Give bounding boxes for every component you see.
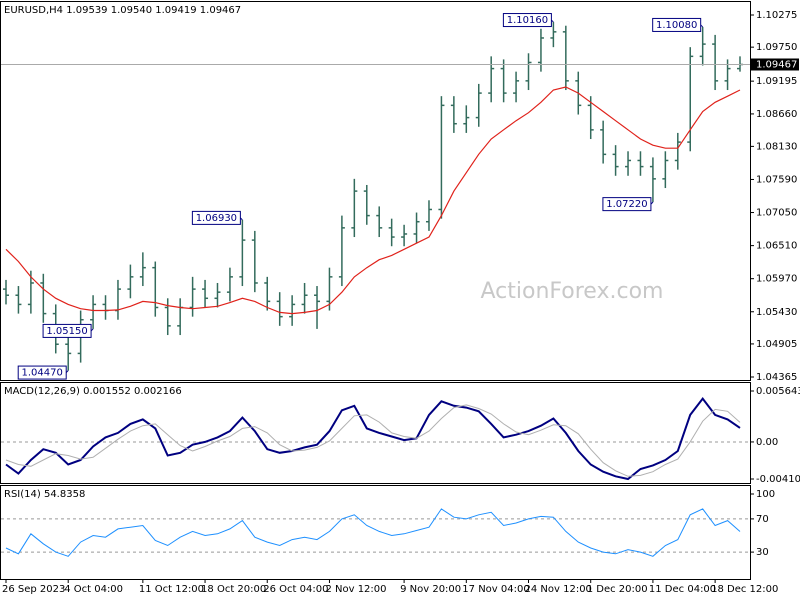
y-tick-label: 1.04365	[756, 372, 797, 383]
annotation-box	[17, 365, 67, 380]
x-tick-label: 18 Dec 12:00	[711, 584, 778, 595]
watermark: ActionForex.com	[481, 279, 664, 304]
annotation-label: 1.10160	[507, 15, 548, 26]
annotation-box	[602, 197, 652, 212]
last-price-box	[751, 58, 799, 71]
x-tick-label: 11 Dec 04:00	[649, 584, 716, 595]
annotation-label: 1.06930	[196, 213, 237, 224]
x-tick-label: 18 Oct 20:00	[201, 584, 266, 595]
y-tick-label: 1.09195	[756, 76, 797, 87]
series-line	[5, 404, 741, 477]
y-tick-label: 0.005643	[756, 386, 800, 397]
panel-title: MACD(12,26,9) 0.001552 0.002166	[4, 386, 182, 397]
x-tick-label: 4 Oct 04:00	[64, 584, 123, 595]
y-tick-label: 1.08660	[756, 109, 797, 120]
x-tick-label: 26 Sep 2023	[2, 584, 65, 595]
y-tick-label: 0.00	[756, 437, 778, 448]
y-tick-label: 1.08130	[756, 141, 797, 152]
x-tick-label: 26 Oct 04:00	[263, 584, 328, 595]
series-line	[5, 508, 741, 557]
x-tick-label: 11 Oct 12:00	[139, 584, 204, 595]
series-line	[5, 396, 741, 481]
x-tick-label: 2 Nov 12:00	[325, 584, 386, 595]
annotation-label: 1.04470	[22, 368, 63, 379]
x-tick-label: 1 Dec 20:00	[587, 584, 648, 595]
y-tick-label: 1.05970	[756, 274, 797, 285]
series-line	[5, 86, 741, 315]
y-tick-label: 30	[756, 547, 769, 558]
x-tick-label: 9 Nov 20:00	[400, 584, 461, 595]
x-tick-label: 17 Nov 04:00	[462, 584, 529, 595]
annotation-box	[502, 13, 552, 28]
x-tick-label: 24 Nov 12:00	[525, 584, 592, 595]
y-tick-label: 1.05430	[756, 307, 797, 318]
panel-frame	[0, 382, 751, 484]
annotation-label: 1.05150	[46, 326, 87, 337]
y-tick-label: -0.004104	[756, 474, 800, 485]
y-tick-label: 1.09750	[756, 42, 797, 53]
y-tick-label: 1.07590	[756, 174, 797, 185]
annotation-box	[42, 323, 92, 338]
annotation-box	[652, 17, 702, 32]
y-tick-label: 100	[756, 489, 775, 500]
panel-title: RSI(14) 54.8358	[4, 489, 85, 500]
y-tick-label: 1.06510	[756, 241, 797, 252]
annotation-label: 1.07220	[606, 199, 647, 210]
annotation-box	[191, 210, 241, 225]
last-price-label: 1.09467	[756, 59, 797, 70]
panel-title: EURUSD,H4 1.09539 1.09540 1.09419 1.0946…	[4, 5, 241, 16]
y-tick-label: 1.07050	[756, 208, 797, 219]
annotation-label: 1.10080	[656, 20, 697, 31]
y-tick-label: 1.10275	[756, 10, 797, 21]
y-tick-label: 1.04905	[756, 339, 797, 350]
panel-frame	[0, 485, 751, 580]
panel-frame	[0, 1, 751, 381]
y-tick-label: 70	[756, 514, 769, 525]
